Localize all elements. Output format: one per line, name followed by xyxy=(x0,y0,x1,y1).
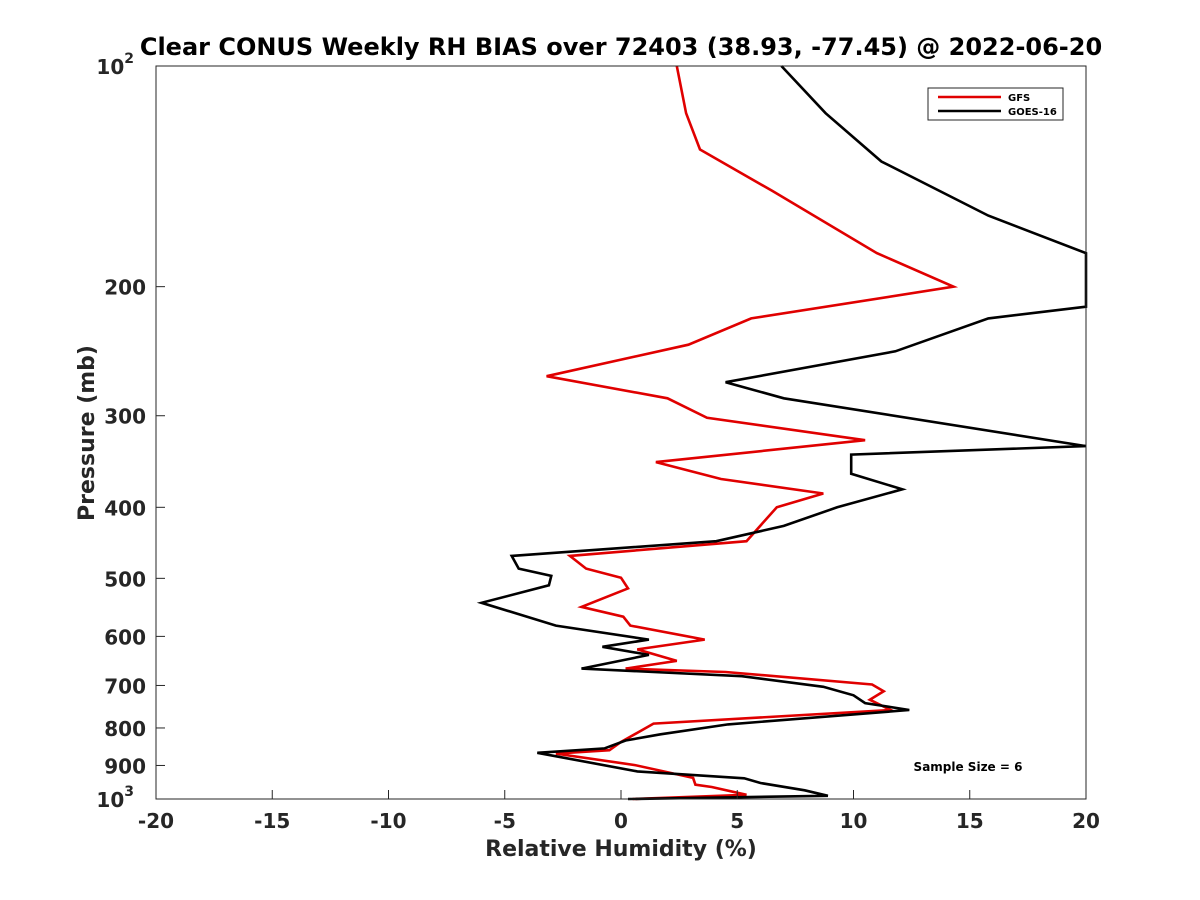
y-tick-label: 102 xyxy=(96,51,134,79)
x-tick-label: -20 xyxy=(138,809,174,833)
chart-title: Clear CONUS Weekly RH BIAS over 72403 (3… xyxy=(140,33,1102,61)
legend: GFS GOES-16 xyxy=(927,87,1064,121)
x-tick-label: -5 xyxy=(494,809,516,833)
x-tick-label: 10 xyxy=(840,809,868,833)
y-tick-label: 600 xyxy=(104,625,146,649)
y-tick-label: 400 xyxy=(104,496,146,520)
y-tick-base: 900 xyxy=(104,754,146,778)
y-tick-exponent: 2 xyxy=(124,51,134,67)
legend-label: GOES-16 xyxy=(1008,107,1057,118)
y-tick-base: 10 xyxy=(96,55,124,79)
legend-items: GFS GOES-16 xyxy=(938,93,1057,118)
y-tick-base: 200 xyxy=(104,276,146,300)
x-tick-label: 20 xyxy=(1072,809,1100,833)
x-tick-label: -10 xyxy=(370,809,406,833)
legend-label: GFS xyxy=(1008,93,1030,104)
y-tick-base: 500 xyxy=(104,567,146,591)
legend-box xyxy=(927,87,1064,121)
y-tick-base: 600 xyxy=(104,625,146,649)
x-axis-label: Relative Humidity (%) xyxy=(485,837,757,862)
y-tick-base: 800 xyxy=(104,717,146,741)
y-tick-label: 300 xyxy=(104,405,146,429)
y-tick-label: 103 xyxy=(96,784,134,812)
y-tick-base: 300 xyxy=(104,405,146,429)
y-tick-exponent: 3 xyxy=(124,784,134,800)
y-tick-base: 400 xyxy=(104,496,146,520)
series-line-goes-16 xyxy=(476,65,1088,801)
series-line-gfs xyxy=(546,65,959,801)
y-axis-label: Pressure (mb) xyxy=(75,345,100,521)
x-axis: -20 -15 -10 -5 0 5 10 15 20 xyxy=(138,790,1100,833)
x-tick-label: -15 xyxy=(254,809,290,833)
y-tick-base: 10 xyxy=(96,788,124,812)
y-tick-label: 700 xyxy=(104,674,146,698)
y-tick-label: 800 xyxy=(104,717,146,741)
axis-frame xyxy=(155,65,1087,800)
series-group xyxy=(476,65,1088,801)
x-tick-label: 15 xyxy=(956,809,984,833)
y-tick-label: 900 xyxy=(104,754,146,778)
y-tick-base: 700 xyxy=(104,674,146,698)
y-tick-label: 500 xyxy=(104,567,146,591)
x-tick-label: 5 xyxy=(730,809,744,833)
x-tick-label: 0 xyxy=(614,809,628,833)
sample-size-annotation: Sample Size = 6 xyxy=(914,760,1023,774)
y-tick-label: 200 xyxy=(104,276,146,300)
